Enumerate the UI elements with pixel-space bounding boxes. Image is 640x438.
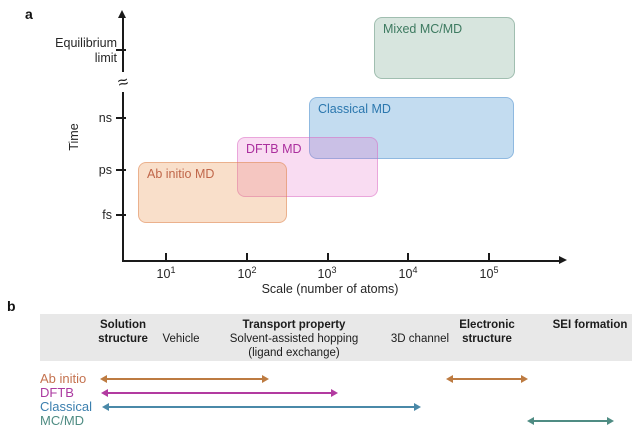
transport-property-subtitle-1: Solvent-assisted hopping: [229, 333, 359, 345]
column-header-sei-formation: SEI formation: [552, 319, 628, 331]
y-tick-ps: [116, 169, 126, 171]
x-axis-arrow-right-icon: [559, 256, 567, 264]
x-tick: [246, 253, 248, 261]
x-tick: [165, 253, 167, 261]
y-tick-equilibrium: [116, 49, 126, 51]
column-header-solution-structure: Solution structure: [98, 319, 148, 345]
y-tick-ns: [116, 117, 126, 119]
mcmd-range-arrow: [527, 416, 614, 425]
x-tick-label: 101: [156, 265, 176, 282]
y-axis-title: Time: [67, 123, 81, 151]
x-tick-label: 105: [479, 265, 499, 282]
region-dftb-md-label: DFTB MD: [246, 142, 302, 156]
y-tick-label-equilibrium: Equilibrium limit: [55, 36, 117, 65]
y-tick-label-fs: fs: [102, 208, 112, 222]
panel-a-label: a: [25, 6, 33, 22]
row-label-dftb: DFTB: [40, 385, 74, 400]
column-header-transport-property: Transport property Solvent-assisted hopp…: [209, 318, 379, 360]
region-dftb-md: DFTB MD: [237, 137, 378, 197]
region-mixed-mcmd: Mixed MC/MD: [374, 17, 515, 79]
y-axis-arrow-up-icon: [118, 10, 126, 18]
region-classical-md-label: Classical MD: [318, 102, 391, 116]
row-label-mcmd: MC/MD: [40, 413, 85, 428]
dftb-range-arrow: [101, 388, 338, 397]
region-ab-initio-md-label: Ab initio MD: [147, 167, 215, 181]
x-tick: [407, 253, 409, 261]
row-label-ab-initio: Ab initio: [40, 371, 87, 386]
transport-property-subtitle-2: (ligand exchange): [248, 347, 340, 359]
y-tick-label-ns: ns: [98, 111, 112, 125]
transport-property-title: Transport property: [242, 319, 346, 331]
y-axis-break-icon: ≈: [111, 71, 135, 93]
region-ab-initio-md: Ab initio MD: [138, 162, 287, 223]
column-header-vehicle: Vehicle: [162, 333, 200, 345]
x-tick-label: 103: [317, 265, 337, 282]
x-axis-title: Scale (number of atoms): [261, 282, 399, 296]
x-tick-label: 104: [398, 265, 418, 282]
classical-range-arrow: [102, 402, 421, 411]
column-header-3d-channel: 3D channel: [390, 333, 450, 345]
region-mixed-mcmd-label: Mixed MC/MD: [383, 22, 463, 36]
ab-initio-electronic-arrow: [446, 374, 528, 383]
y-tick-label-ps: ps: [98, 163, 112, 177]
x-tick-label: 102: [237, 265, 257, 282]
region-classical-md: Classical MD: [309, 97, 514, 159]
header-band: [40, 314, 632, 361]
x-tick: [488, 253, 490, 261]
y-tick-fs: [116, 214, 126, 216]
x-axis-line: [122, 260, 560, 262]
panel-b-label: b: [7, 298, 16, 314]
x-tick: [327, 253, 329, 261]
column-header-electronic-structure: Electronic structure: [459, 319, 515, 345]
y-axis-line: [122, 17, 124, 261]
ab-initio-range-arrow: [100, 374, 269, 383]
row-label-classical: Classical: [40, 399, 93, 414]
